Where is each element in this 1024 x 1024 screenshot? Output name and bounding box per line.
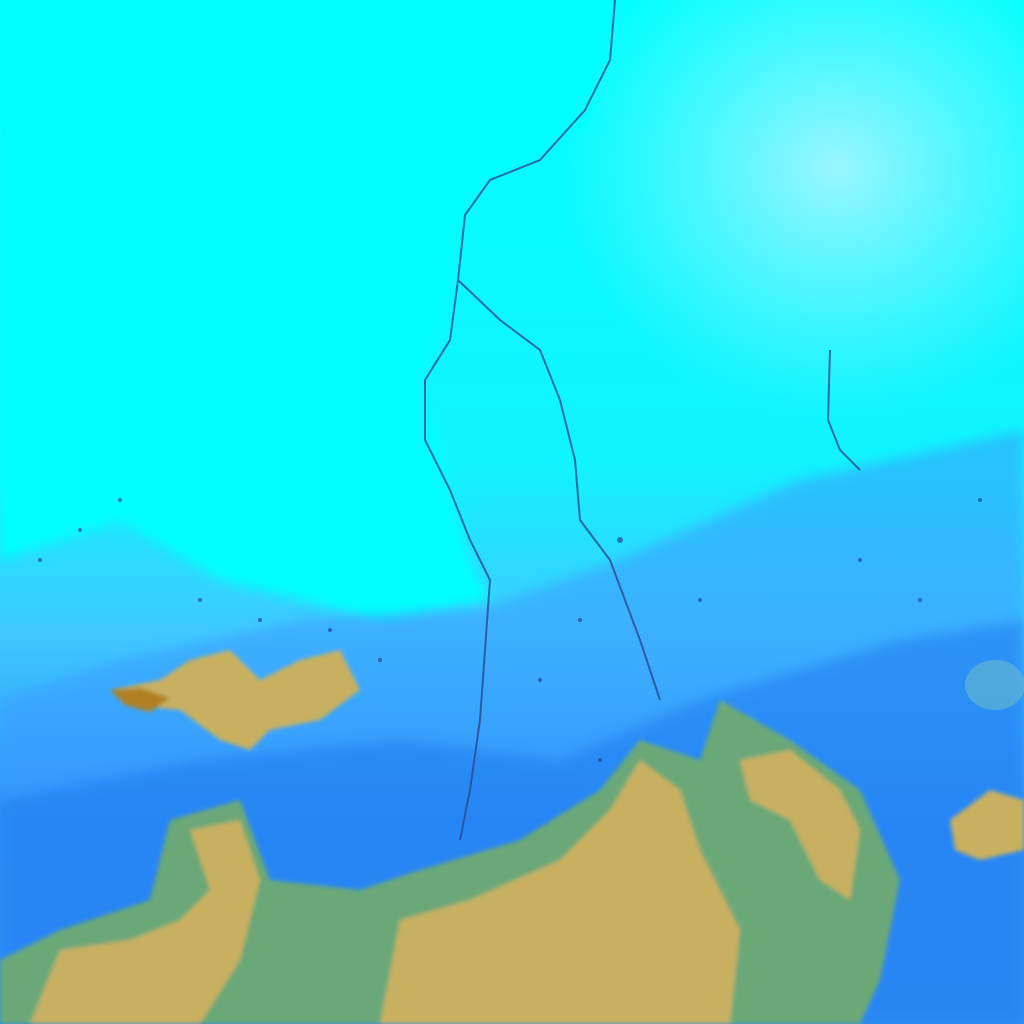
land-tan-east (740, 750, 860, 900)
river-main (424, 0, 616, 841)
mountain-peak (110, 688, 170, 712)
rivers (424, 0, 861, 841)
mountain-range (110, 650, 360, 750)
river-east (826, 349, 861, 471)
lake-east (965, 660, 1024, 710)
land-tan-central (380, 760, 740, 1024)
land-south (0, 700, 1024, 1024)
river-tributary (457, 279, 661, 701)
land-tan-west (30, 820, 260, 1024)
cyan-cloud-left (0, 0, 610, 620)
land-tan-far-east (950, 790, 1024, 860)
mountain-massif (110, 650, 360, 750)
terrain-speckles (38, 498, 982, 762)
lake (965, 660, 1024, 710)
